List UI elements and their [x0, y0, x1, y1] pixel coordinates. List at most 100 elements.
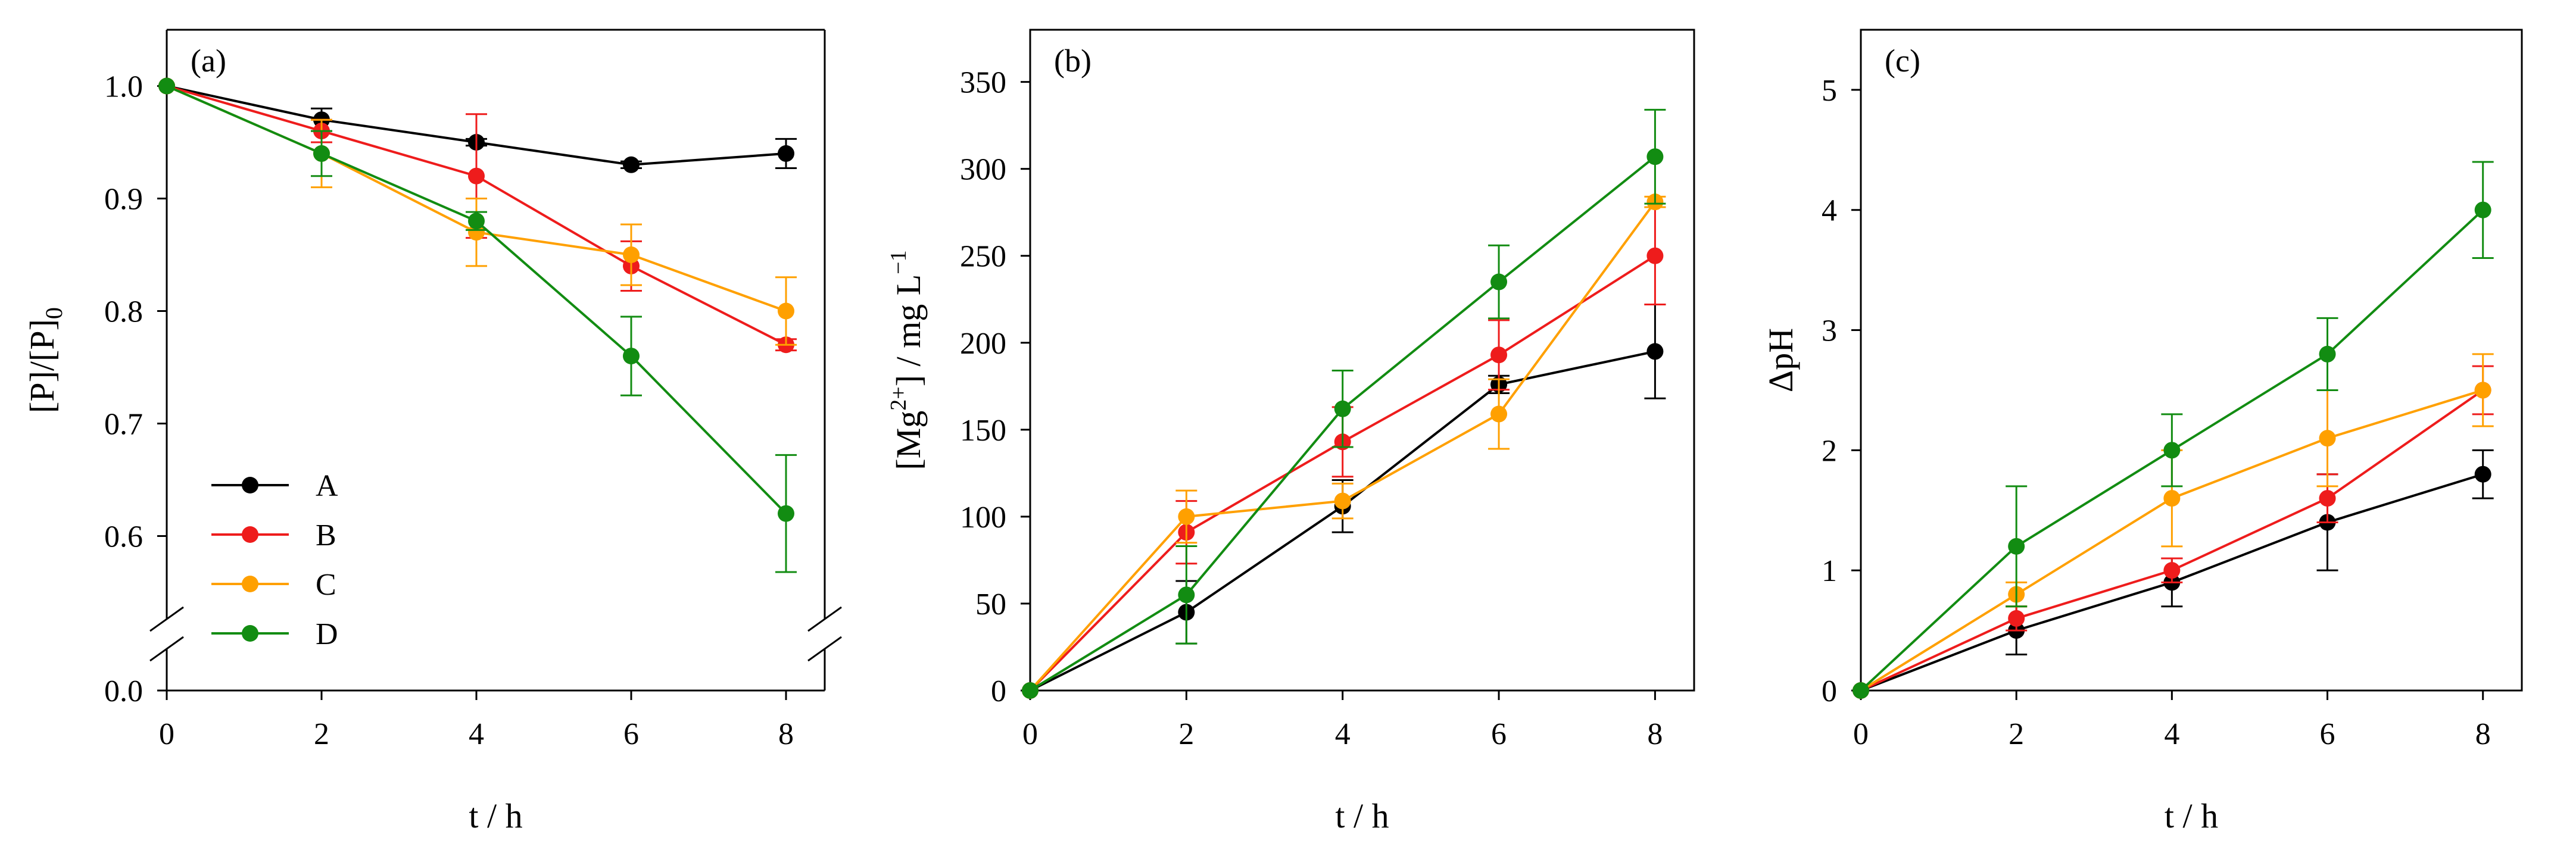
y-axis-title-main: ΔpH [1761, 328, 1800, 392]
axis-break-mark [149, 606, 184, 632]
x-tick-label: 6 [1491, 717, 1507, 751]
data-point [1646, 247, 1664, 264]
data-point [1646, 343, 1664, 360]
data-point [623, 246, 640, 263]
y-tick-label: 200 [960, 327, 1006, 361]
data-point [468, 213, 485, 230]
x-tick-label: 6 [2320, 717, 2335, 751]
data-point [778, 145, 794, 162]
axis-break-mark [149, 636, 184, 662]
data-point [1022, 682, 1038, 699]
series-B [1022, 206, 1666, 699]
y-tick-label: 1.0 [104, 70, 143, 104]
legend-label-C: C [316, 568, 336, 602]
series-D [1853, 161, 2494, 699]
y-tick-label: 2 [1822, 434, 1837, 468]
data-point [2474, 466, 2491, 483]
y-tick-label: 300 [960, 153, 1006, 187]
y-tick-label: 5 [1822, 74, 1837, 108]
y-tick-label: 3 [1822, 314, 1837, 348]
y-axis-title-main: [P]/[P] [23, 319, 61, 413]
axis-break-mark [807, 636, 842, 662]
x-tick-label: 0 [1853, 717, 1869, 751]
x-tick-label: 8 [1647, 717, 1663, 751]
x-axis-title: t / h [2165, 796, 2218, 835]
data-point [1853, 682, 1869, 699]
data-point [1178, 508, 1195, 525]
data-point [2474, 201, 2491, 218]
y-tick-label: 50 [975, 588, 1006, 621]
x-axis-title: t / h [469, 796, 522, 835]
data-point [2163, 490, 2181, 507]
data-point [623, 156, 640, 173]
x-tick-label: 4 [469, 717, 484, 751]
data-point [1490, 405, 1508, 423]
series-D [1022, 108, 1666, 699]
data-point [1646, 148, 1664, 165]
panel-b: 0 2 4 6 8 0 50 100 150 200 250 300 350 t / h [Mg2+] / … [886, 29, 1695, 835]
y-tick-label: 4 [1822, 194, 1837, 228]
y-tick-label: 0.6 [104, 520, 143, 554]
y-axis-title-main: [Mg [889, 411, 928, 470]
y-axis-title-rest: ] / mg L [889, 274, 928, 386]
data-point [1334, 492, 1351, 510]
legend-label-D: D [316, 617, 338, 651]
y-tick-label: 100 [960, 501, 1006, 535]
y-axis-title-exp: −1 [886, 250, 911, 274]
y-tick-label: 0.9 [104, 183, 143, 217]
data-point [778, 302, 794, 320]
x-tick-label: 0 [159, 717, 174, 751]
data-point [1490, 346, 1508, 364]
data-point [313, 145, 330, 162]
y-tick-label: 1 [1822, 554, 1837, 588]
data-point [1490, 273, 1508, 290]
panel-label: (b) [1054, 43, 1091, 79]
axis-break-mark [807, 606, 842, 632]
x-tick-label: 2 [1178, 717, 1194, 751]
data-point [2319, 490, 2336, 507]
y-axis-title: [Mg2+] / mg L−1 [886, 250, 928, 470]
legend-marker-D [242, 625, 258, 642]
data-point [2163, 562, 2181, 579]
y-axis-title-sub: 0 [40, 307, 67, 319]
panel-a: 0.00 2 4 6 81.00.90.80.70.6t / h[P]/[P]0(a)A… [23, 29, 842, 835]
data-point [468, 167, 485, 185]
x-tick-label: 2 [314, 717, 329, 751]
plot-frame [1860, 29, 2523, 692]
x-tick-label: 8 [2475, 717, 2491, 751]
legend-marker-C [242, 576, 258, 592]
data-point [778, 505, 794, 522]
data-point [2163, 442, 2181, 459]
y-tick-label: 0.0 [104, 674, 143, 708]
data-point [2474, 382, 2491, 399]
data-point [623, 348, 640, 365]
y-axis-title: [P]/[P]0 [23, 307, 67, 413]
y-tick-label: 0 [991, 674, 1006, 708]
series-C [1853, 353, 2494, 699]
data-point [2319, 430, 2336, 447]
y-tick-label: 0 [1822, 674, 1837, 708]
plot-frame [1029, 29, 1695, 692]
y-tick-label: 250 [960, 240, 1006, 274]
data-point [2008, 538, 2025, 555]
data-point [2008, 610, 2025, 627]
x-axis-title: t / h [1335, 796, 1389, 835]
x-tick-label: 2 [2009, 717, 2024, 751]
series-D [158, 77, 797, 573]
panel-c: 0 2 4 6 8 0 1 2 3 4 5 t / h ΔpH (c) [1761, 29, 2523, 835]
legend-marker-A [242, 477, 258, 493]
y-tick-label: 0.8 [104, 295, 143, 329]
panel-label: (a) [191, 43, 226, 79]
y-tick-label: 150 [960, 414, 1006, 448]
legend-label-A: A [316, 469, 338, 503]
panel-label: (c) [1885, 43, 1920, 79]
x-tick-label: 4 [1335, 717, 1351, 751]
x-tick-label: 6 [623, 717, 639, 751]
data-point [2319, 345, 2336, 363]
data-point [158, 77, 175, 95]
y-axis-title-sup: 2+ [886, 386, 911, 410]
data-point [1334, 400, 1351, 417]
x-tick-label: 8 [778, 717, 794, 751]
